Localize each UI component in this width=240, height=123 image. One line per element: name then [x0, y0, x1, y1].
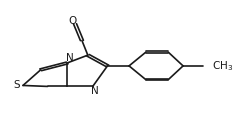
Text: N: N	[66, 53, 73, 63]
Text: S: S	[14, 80, 20, 90]
Text: CH$_3$: CH$_3$	[212, 59, 233, 73]
Text: N: N	[91, 86, 99, 96]
Text: O: O	[69, 16, 77, 26]
